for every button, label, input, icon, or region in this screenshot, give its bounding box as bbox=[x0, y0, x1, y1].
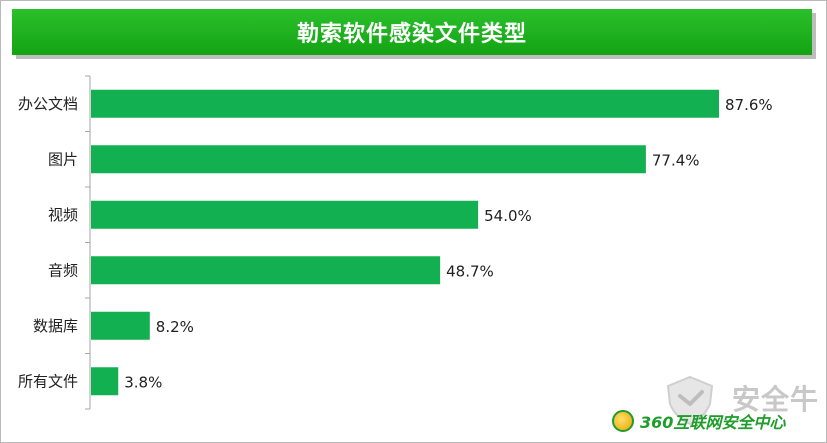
category-label: 视频 bbox=[48, 206, 78, 224]
shield-watermark-icon bbox=[666, 375, 714, 426]
category-label: 图片 bbox=[48, 150, 78, 168]
chart-title: 勒索软件感染文件类型 bbox=[296, 22, 527, 47]
data-label: 77.4% bbox=[652, 151, 700, 169]
data-label: 54.0% bbox=[484, 207, 532, 225]
bar bbox=[91, 200, 479, 229]
bar bbox=[91, 145, 646, 174]
plot-area: 办公文档 87.6% 图片 77.4% 视频 54.0% 音频 48.7% 数据库 8.2% 所有文… bbox=[18, 75, 773, 410]
category-label: 所有文件 bbox=[18, 372, 78, 390]
bar bbox=[91, 256, 441, 285]
watermark: 安全牛 bbox=[660, 372, 820, 436]
brand-logo-text: 360互联网安全中心 bbox=[640, 413, 786, 432]
chart-title-bar: 勒索软件感染文件类型 bbox=[12, 9, 812, 55]
watermark-text: 安全牛 bbox=[732, 383, 820, 416]
category-label: 音频 bbox=[48, 261, 78, 279]
brand-logo: 360互联网安全中心 bbox=[612, 408, 785, 434]
data-label: 87.6% bbox=[725, 96, 773, 114]
data-label: 3.8% bbox=[124, 373, 162, 391]
bar bbox=[91, 367, 119, 396]
category-label: 办公文档 bbox=[18, 95, 78, 113]
brand-logo-icon bbox=[612, 410, 634, 432]
data-label: 8.2% bbox=[156, 318, 194, 336]
bar bbox=[91, 89, 719, 118]
data-label: 48.7% bbox=[446, 262, 494, 280]
category-label: 数据库 bbox=[33, 317, 78, 335]
bar bbox=[91, 311, 150, 340]
